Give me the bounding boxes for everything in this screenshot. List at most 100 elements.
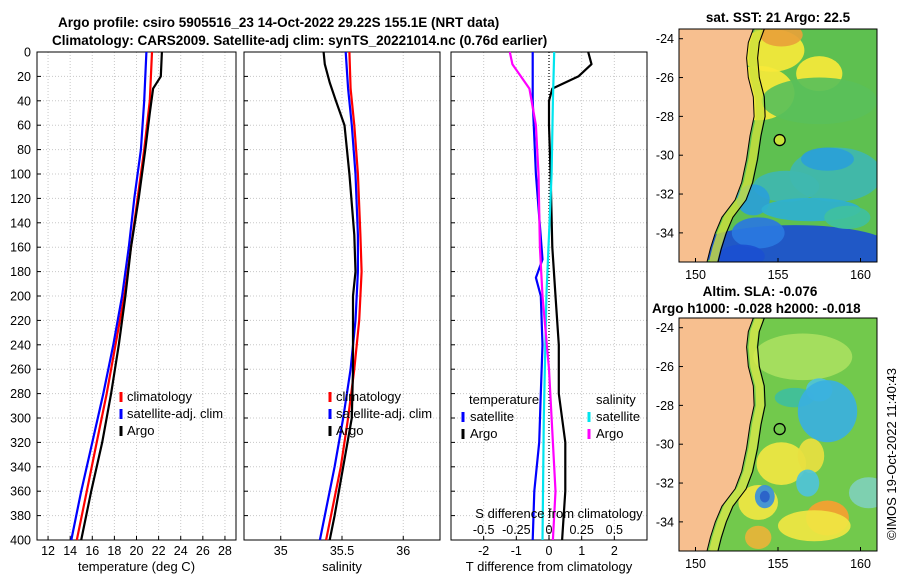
series-line [322, 51, 357, 541]
y-tick-label: 260 [10, 363, 31, 377]
sla-patch [796, 469, 820, 497]
sla-patch [753, 333, 853, 381]
x-tick-label: 24 [174, 544, 188, 558]
y-tick-label: -24 [656, 32, 674, 46]
sla-patch [778, 510, 851, 542]
y-tick-label: 140 [10, 216, 31, 230]
y-tick-label: -32 [656, 188, 674, 202]
y-tick-label: -32 [656, 477, 674, 491]
x2-axis-label: S difference from climatology [475, 506, 643, 521]
x-tick-label: 0 [546, 544, 553, 558]
coastal-strip [709, 29, 765, 262]
sst-patch [801, 147, 854, 171]
legend-label: satellite-adj. clim [127, 406, 223, 421]
x-tick-label: -2 [478, 544, 489, 558]
sst-patch [759, 29, 803, 47]
land-mass [679, 29, 755, 262]
copyright-stamp: ©IMOS 19-Oct-2022 11:40:43 [884, 368, 899, 540]
x-tick-label: 18 [107, 544, 121, 558]
series-line [70, 51, 148, 541]
x-tick-label: 20 [130, 544, 144, 558]
sst-patch [824, 205, 871, 229]
y-tick-label: 40 [17, 94, 31, 108]
x-tick-label: 14 [63, 544, 77, 558]
sla-map-title: Altim. SLA: -0.076 [703, 284, 818, 299]
legend-label: climatology [336, 389, 402, 404]
sla-map-subtitle: Argo h1000: -0.028 h2000: -0.018 [652, 301, 861, 316]
y-tick-label: -30 [656, 438, 674, 452]
y-tick-label: 100 [10, 168, 31, 182]
profile-panel-difference: -2 -1 0 1 2T difference from climatology temp… [450, 51, 648, 574]
x-tick-label: 35.5 [330, 544, 354, 558]
y-tick-label: 200 [10, 290, 31, 304]
y-tick-label: -34 [656, 226, 674, 240]
profile-panel-temperature: 12 14 16 18 20 22 24 26 28 temperature (deg C) cli… [36, 51, 237, 574]
x-tick-label: 12 [41, 544, 55, 558]
sst-patch [731, 217, 785, 249]
shelf-contour [717, 318, 766, 551]
y-tick-label: -24 [656, 321, 674, 335]
y-tick-label: -34 [656, 515, 674, 529]
map-sst-map: 150 155 160 -24 -26 -28 -30 -32 -34 [656, 28, 878, 282]
x2-tick-label: -0.25 [502, 523, 531, 537]
title-line-1: Argo profile: csiro 5905516_23 14-Oct-20… [58, 15, 500, 30]
argo-position-marker [773, 133, 786, 147]
y-tick-label: 280 [10, 387, 31, 401]
depth-axis: 0 20 40 60 80 100 120 140 160 180 200 220 240 260 280 3… [10, 46, 31, 548]
x-tick-label: 2 [611, 544, 618, 558]
coastal-strip [709, 318, 765, 551]
y-tick-label: 220 [10, 314, 31, 328]
argo-position-marker [773, 422, 786, 436]
series-line [508, 51, 557, 541]
x-tick-label: 1 [578, 544, 585, 558]
x-axis-label: T difference from climatology [466, 559, 633, 574]
sst-patch [753, 170, 820, 202]
legend-label: satellite [596, 409, 640, 424]
sla-patch [756, 442, 807, 485]
x-tick-label: 36 [396, 544, 410, 558]
y-tick-label: -26 [656, 71, 674, 85]
title-line-2: Climatology: CARS2009. Satellite-adj cli… [52, 33, 548, 48]
y-tick-label: 120 [10, 192, 31, 206]
x-axis-label: temperature (deg C) [78, 559, 195, 574]
series-line [541, 51, 556, 541]
x-tick-label: 28 [218, 544, 232, 558]
y-tick-label: 60 [17, 119, 31, 133]
y-tick-label: 80 [17, 143, 31, 157]
sst-map-title: sat. SST: 21 Argo: 22.5 [706, 10, 851, 25]
x-tick-label: 160 [850, 268, 871, 282]
series-line [318, 51, 359, 541]
y-tick-label: -28 [656, 110, 674, 124]
legend-label: Argo [336, 423, 363, 438]
y-tick-label: 400 [10, 534, 31, 548]
series-line [80, 51, 163, 541]
legend-label: Argo [596, 426, 623, 441]
map-sla-map: 150 155 160 -24 -26 -28 -30 -32 -34 [656, 317, 878, 571]
y-tick-label: 380 [10, 509, 31, 523]
legend-label: Argo [127, 423, 154, 438]
x-axis-label: salinity [322, 559, 362, 574]
y-tick-label: 240 [10, 338, 31, 352]
x-tick-label: 150 [685, 268, 706, 282]
legend-label: satellite-adj. clim [336, 406, 432, 421]
x-tick-label: 35 [274, 544, 288, 558]
profile-panel-salinity: 35 35.5 36 salinity climatology satellite-adj… [243, 51, 441, 574]
x-tick-label: 22 [152, 544, 166, 558]
x-tick-label: 26 [196, 544, 210, 558]
x-tick-label: 16 [85, 544, 99, 558]
sla-patch [797, 438, 825, 474]
land-mass [679, 318, 755, 551]
y-tick-label: 320 [10, 436, 31, 450]
series-line [325, 51, 363, 541]
y-tick-label: 180 [10, 265, 31, 279]
legend-title: temperature [469, 392, 539, 407]
map-body [679, 29, 877, 262]
legend-label: Argo [470, 426, 497, 441]
y-tick-label: -28 [656, 399, 674, 413]
x-tick-label: 155 [768, 557, 789, 571]
series-line [531, 52, 544, 541]
y-tick-label: -30 [656, 149, 674, 163]
legend-title: salinity [596, 392, 636, 407]
x2-tick-label: -0.5 [473, 523, 495, 537]
